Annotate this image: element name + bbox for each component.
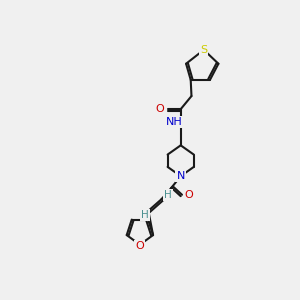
Text: H: H bbox=[164, 190, 172, 200]
Text: O: O bbox=[156, 104, 164, 114]
Text: N: N bbox=[176, 171, 185, 181]
Text: S: S bbox=[200, 45, 207, 55]
Text: NH: NH bbox=[166, 117, 183, 127]
Text: O: O bbox=[136, 241, 144, 251]
Text: O: O bbox=[184, 190, 193, 200]
Text: H: H bbox=[141, 210, 149, 220]
